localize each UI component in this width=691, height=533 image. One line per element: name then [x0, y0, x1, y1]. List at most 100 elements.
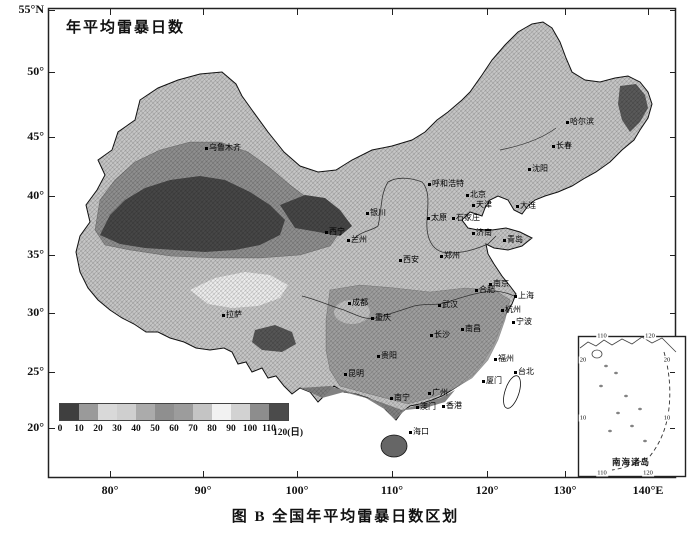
lat-tick [670, 255, 675, 256]
city-marker [347, 238, 350, 242]
city-marker [494, 357, 497, 361]
city-label: 重庆 [371, 314, 391, 322]
texture-overlay-2 [76, 22, 652, 420]
city-marker [430, 333, 433, 337]
figure-caption: 图 B 全国年平均雷暴日数区划 [231, 509, 460, 525]
lon-tick-label: 80° [101, 483, 119, 497]
lat-tick-label: 30° [27, 305, 44, 319]
map-title: 年平均雷暴日数 [66, 20, 186, 36]
lon-tick [392, 471, 393, 477]
lon-tick-label: 120° [475, 483, 499, 497]
city-label: 大连 [516, 202, 536, 210]
inset-tick-label: 110 [596, 469, 608, 477]
city-marker [371, 316, 374, 320]
legend-tick-label: 10 [74, 424, 84, 434]
city-label: 长沙 [430, 331, 450, 339]
city-marker [399, 258, 402, 262]
legend-segment-50-60 [155, 404, 174, 420]
legend-tick-label: 20 [93, 424, 103, 434]
city-marker [489, 282, 492, 286]
city-label: 济南 [472, 229, 492, 237]
legend-segment-80-90 [212, 404, 231, 420]
city-label: 上海 [514, 292, 534, 300]
city-marker [482, 379, 485, 383]
lat-tick [49, 10, 55, 11]
city-label: 兰州 [347, 236, 367, 244]
city-label: 天津 [472, 201, 492, 209]
city-marker [528, 167, 531, 171]
lat-tick [49, 428, 55, 429]
city-marker [409, 430, 412, 434]
legend-tick-label: 80 [207, 424, 217, 434]
legend-tick-label: 90 [226, 424, 236, 434]
lon-tick [110, 471, 111, 477]
inset-tick-label: 110 [596, 332, 608, 340]
city-marker [472, 203, 475, 207]
city-marker [348, 301, 351, 305]
legend-tick-label: 60 [169, 424, 179, 434]
city-marker [366, 211, 369, 215]
city-label: 澳门 [416, 403, 436, 411]
city-marker [552, 144, 555, 148]
inset-tick-label: 20 [578, 356, 588, 364]
lat-tick-label: 35° [27, 247, 44, 261]
lat-tick [670, 196, 675, 197]
city-marker [472, 231, 475, 235]
city-label: 杭州 [501, 306, 521, 314]
lon-tick-label: 140°E [632, 483, 664, 497]
hainan-island [380, 434, 408, 458]
city-marker [501, 308, 504, 312]
city-marker [516, 204, 519, 208]
lat-tick [49, 255, 55, 256]
lat-tick [670, 313, 675, 314]
city-marker [503, 238, 506, 242]
city-label: 宁波 [512, 318, 532, 326]
legend-segment-90-100 [231, 404, 250, 420]
legend-tick-label: 100 [242, 424, 258, 434]
city-label: 成都 [348, 299, 368, 307]
lon-tick [648, 9, 649, 15]
lon-tick [565, 9, 566, 15]
lat-tick-label: 45° [27, 129, 44, 143]
city-label: 石家庄 [452, 214, 480, 222]
lat-tick-label: 55°N [18, 2, 44, 16]
lon-tick [487, 9, 488, 15]
city-label: 广州 [428, 389, 448, 397]
region-south-coast [300, 386, 455, 420]
legend-segment-40-50 [136, 404, 155, 420]
lon-tick-label: 110° [380, 483, 404, 497]
inset-tick-label: 120 [644, 332, 656, 340]
city-marker [344, 372, 347, 376]
city-marker [428, 391, 431, 395]
city-marker [514, 294, 517, 298]
inset-tick-label: 20 [662, 356, 672, 364]
legend-segment-60-70 [174, 404, 193, 420]
lon-tick [110, 9, 111, 15]
city-marker [442, 404, 445, 408]
legend-segment-10-20 [79, 404, 98, 420]
lat-tick [670, 10, 675, 11]
city-label: 台北 [514, 368, 534, 376]
city-marker [390, 396, 393, 400]
city-marker [325, 230, 328, 234]
lat-tick-label: 50° [27, 64, 44, 78]
city-label: 西宁 [325, 228, 345, 236]
city-marker [428, 182, 431, 186]
city-label: 郑州 [440, 252, 460, 260]
city-label: 南昌 [461, 325, 481, 333]
legend-segment-30-40 [117, 404, 136, 420]
lat-tick [670, 428, 675, 429]
city-label: 南京 [489, 280, 509, 288]
legend-segment-0-10 [60, 404, 79, 420]
legend-tick-label: 40 [131, 424, 141, 434]
lon-tick [297, 9, 298, 15]
city-marker [427, 216, 430, 220]
taiwan-island [503, 375, 521, 409]
city-marker [514, 370, 517, 374]
lat-tick-label: 40° [27, 188, 44, 202]
city-label: 太原 [427, 214, 447, 222]
city-marker [438, 303, 441, 307]
lon-tick-label: 90° [194, 483, 212, 497]
